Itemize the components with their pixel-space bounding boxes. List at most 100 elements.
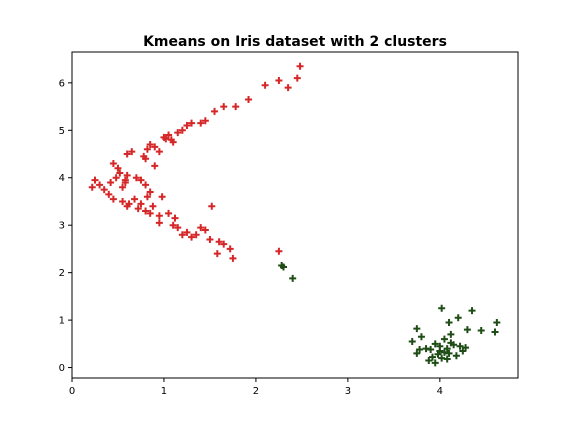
data-point: [443, 355, 451, 363]
data-point: [261, 81, 269, 89]
data-point: [171, 214, 179, 222]
data-point: [211, 107, 219, 115]
data-point: [134, 205, 142, 213]
data-point: [183, 228, 191, 236]
data-point: [220, 103, 228, 111]
data-point: [128, 148, 136, 156]
data-point: [213, 250, 221, 258]
data-point: [427, 346, 435, 354]
data-point: [112, 174, 120, 182]
y-tick-label: 0: [59, 363, 65, 374]
data-point: [91, 176, 99, 184]
data-point: [434, 350, 442, 358]
data-point: [201, 226, 209, 234]
data-point: [142, 181, 150, 189]
data-point: [114, 164, 122, 172]
data-point: [174, 224, 182, 232]
data-point: [151, 143, 159, 151]
data-point: [275, 247, 283, 255]
data-point: [143, 145, 151, 153]
data-point: [158, 193, 166, 201]
data-point: [123, 150, 131, 158]
data-point: [142, 207, 150, 215]
data-point: [125, 200, 133, 208]
data-point: [208, 202, 216, 210]
data-point: [293, 74, 301, 82]
data-point: [463, 326, 471, 334]
data-point: [445, 318, 453, 326]
data-point: [416, 346, 424, 354]
data-point: [132, 174, 140, 182]
data-point: [417, 333, 425, 341]
data-point: [245, 95, 253, 103]
data-point: [197, 119, 205, 127]
data-point: [197, 224, 205, 232]
x-tick-label: 0: [69, 386, 75, 397]
data-point: [206, 235, 214, 243]
data-point: [109, 160, 117, 168]
data-point: [119, 197, 127, 205]
data-point: [143, 193, 151, 201]
data-point: [183, 122, 191, 130]
data-point: [436, 342, 444, 350]
data-point: [188, 233, 196, 241]
data-point: [174, 129, 182, 137]
data-point: [477, 327, 485, 335]
data-point: [137, 200, 145, 208]
data-point: [107, 178, 115, 186]
y-tick-label: 5: [59, 126, 65, 137]
data-point: [428, 353, 436, 361]
data-point: [178, 231, 186, 239]
plot-area-frame: [71, 51, 519, 379]
data-point: [123, 171, 131, 179]
data-point: [296, 62, 304, 70]
data-point: [178, 126, 186, 134]
x-tick-label: 3: [345, 386, 351, 397]
data-point: [447, 330, 455, 338]
data-point: [229, 254, 237, 262]
x-tick-label: 1: [161, 386, 167, 397]
axis-ticks: 0 1 2 3 4 0 1 2 3 4 5 6: [59, 78, 443, 397]
data-point: [408, 337, 416, 345]
data-point: [146, 209, 154, 217]
data-point: [220, 240, 228, 248]
data-point: [119, 183, 127, 191]
data-point: [169, 221, 177, 229]
y-tick-label: 4: [59, 173, 65, 184]
cluster-1-series: [88, 62, 304, 262]
data-point: [201, 117, 209, 125]
data-point: [188, 119, 196, 127]
data-point: [456, 342, 464, 350]
data-point: [146, 141, 154, 149]
data-point: [280, 263, 288, 271]
data-point: [493, 318, 501, 326]
data-point: [151, 162, 159, 170]
y-tick-label: 2: [59, 268, 65, 279]
data-point: [192, 231, 200, 239]
data-point: [155, 212, 163, 220]
data-point: [226, 245, 234, 253]
data-point: [440, 335, 448, 343]
data-point: [289, 274, 297, 282]
data-point: [146, 188, 154, 196]
data-point: [232, 103, 240, 111]
data-point: [149, 202, 157, 210]
data-point: [413, 325, 421, 333]
data-point: [215, 238, 223, 246]
data-point: [468, 307, 476, 315]
data-point: [445, 349, 453, 357]
data-point: [116, 169, 124, 177]
data-point: [162, 135, 170, 143]
data-point: [137, 176, 145, 184]
data-point: [105, 190, 113, 198]
data-point: [443, 345, 451, 353]
data-point: [413, 349, 421, 357]
data-point: [431, 340, 439, 348]
y-tick-label: 3: [59, 221, 65, 232]
data-point: [431, 359, 439, 367]
data-point: [275, 76, 283, 84]
y-tick-label: 1: [59, 316, 65, 327]
data-point: [88, 183, 96, 191]
data-point: [284, 84, 292, 92]
